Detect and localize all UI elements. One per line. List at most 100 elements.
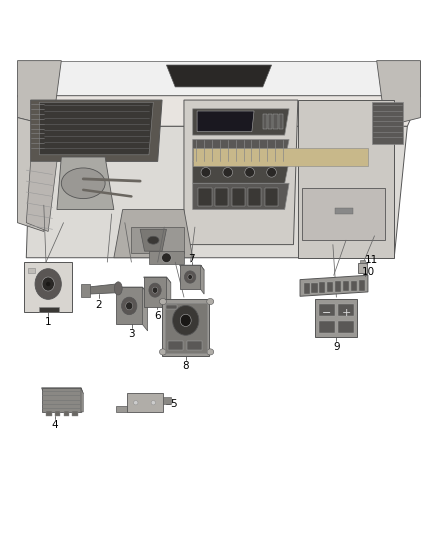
Bar — [268, 114, 272, 129]
Polygon shape — [193, 148, 368, 166]
Polygon shape — [26, 161, 57, 231]
Polygon shape — [144, 277, 171, 282]
Text: 5: 5 — [170, 399, 177, 409]
Ellipse shape — [114, 282, 122, 295]
Ellipse shape — [61, 168, 105, 199]
Polygon shape — [165, 303, 207, 353]
Bar — [351, 280, 357, 291]
Ellipse shape — [188, 274, 192, 280]
Text: 10: 10 — [361, 266, 374, 277]
Polygon shape — [114, 209, 193, 258]
Polygon shape — [180, 265, 204, 270]
Bar — [338, 304, 354, 317]
Polygon shape — [144, 277, 166, 307]
Text: 6: 6 — [154, 311, 161, 320]
Bar — [46, 411, 52, 416]
Polygon shape — [166, 277, 171, 312]
Text: 7: 7 — [188, 254, 195, 264]
Polygon shape — [166, 65, 272, 87]
Ellipse shape — [162, 253, 171, 263]
Bar — [343, 281, 349, 292]
Bar — [72, 411, 78, 416]
Text: −: − — [322, 309, 332, 318]
Text: 8: 8 — [182, 361, 189, 371]
Bar — [215, 188, 228, 206]
Polygon shape — [18, 96, 420, 126]
Ellipse shape — [152, 287, 158, 293]
Ellipse shape — [151, 400, 155, 405]
Text: 1: 1 — [45, 317, 52, 327]
Bar — [335, 281, 341, 292]
Bar — [319, 321, 335, 333]
Polygon shape — [149, 251, 184, 264]
Polygon shape — [193, 161, 289, 183]
Bar — [232, 188, 245, 206]
Ellipse shape — [267, 167, 276, 177]
Polygon shape — [162, 300, 209, 356]
Polygon shape — [131, 227, 184, 253]
Ellipse shape — [184, 271, 196, 283]
Polygon shape — [163, 397, 171, 403]
Ellipse shape — [223, 167, 233, 177]
Bar — [263, 114, 267, 129]
Ellipse shape — [173, 305, 199, 335]
Polygon shape — [193, 183, 289, 209]
Polygon shape — [201, 265, 204, 294]
Ellipse shape — [201, 167, 211, 177]
Ellipse shape — [148, 236, 159, 244]
Polygon shape — [18, 61, 61, 126]
Text: 4: 4 — [51, 420, 58, 430]
Polygon shape — [197, 111, 254, 132]
Polygon shape — [24, 262, 72, 312]
Ellipse shape — [159, 298, 166, 304]
Bar — [265, 188, 278, 206]
Polygon shape — [18, 118, 53, 231]
Polygon shape — [315, 299, 357, 337]
Bar — [248, 188, 261, 206]
Bar — [166, 304, 177, 309]
Bar — [198, 188, 212, 206]
Polygon shape — [193, 109, 289, 135]
Ellipse shape — [159, 349, 166, 355]
Bar — [319, 304, 335, 317]
Bar — [304, 283, 310, 294]
Polygon shape — [140, 229, 166, 251]
Bar — [273, 114, 278, 129]
Polygon shape — [300, 275, 368, 296]
Ellipse shape — [42, 277, 54, 291]
Bar — [327, 282, 333, 292]
Ellipse shape — [180, 314, 191, 327]
Bar — [319, 282, 325, 293]
Text: 9: 9 — [333, 342, 340, 352]
Bar — [335, 208, 353, 214]
Bar — [359, 280, 365, 290]
Polygon shape — [42, 388, 83, 393]
Polygon shape — [18, 61, 420, 96]
Polygon shape — [81, 284, 90, 297]
Text: +: + — [341, 309, 351, 318]
Ellipse shape — [245, 167, 254, 177]
Polygon shape — [39, 102, 153, 155]
Polygon shape — [39, 307, 59, 312]
Bar — [187, 341, 202, 350]
Polygon shape — [298, 100, 394, 258]
Bar — [279, 114, 283, 129]
Bar — [311, 282, 318, 293]
Polygon shape — [193, 140, 289, 161]
Ellipse shape — [121, 297, 137, 314]
Ellipse shape — [207, 349, 214, 355]
Polygon shape — [127, 393, 163, 413]
Ellipse shape — [46, 282, 50, 286]
Polygon shape — [372, 102, 403, 144]
Polygon shape — [180, 265, 201, 289]
Polygon shape — [31, 100, 162, 161]
Polygon shape — [88, 284, 116, 294]
Polygon shape — [57, 157, 114, 209]
Polygon shape — [116, 287, 148, 294]
Ellipse shape — [35, 269, 61, 300]
Ellipse shape — [207, 298, 214, 304]
Text: 3: 3 — [128, 329, 135, 339]
Polygon shape — [116, 406, 127, 413]
Polygon shape — [377, 61, 420, 126]
Polygon shape — [42, 388, 81, 412]
